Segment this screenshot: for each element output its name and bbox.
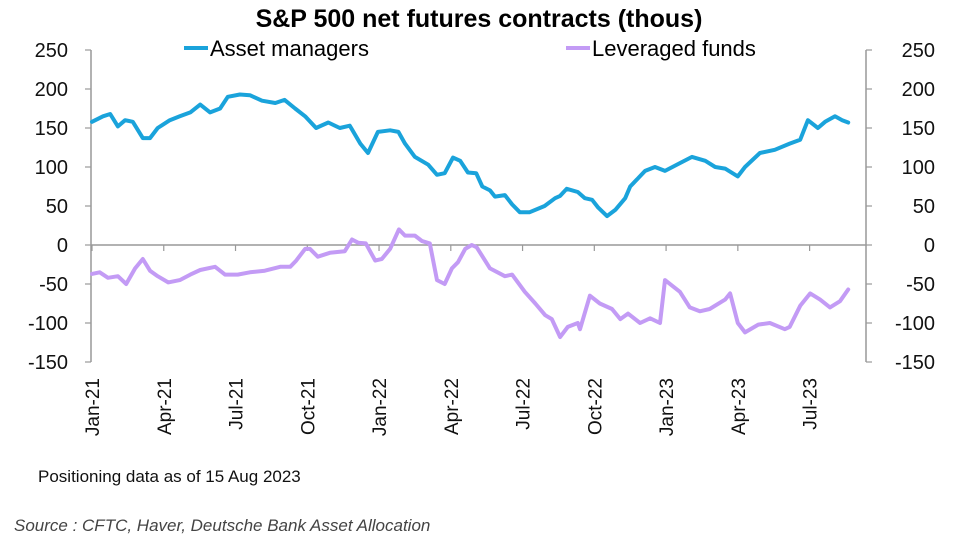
y-tick-label-right: 50 <box>913 196 935 218</box>
legend: Asset managers Leveraged funds <box>184 36 756 61</box>
y-tick-label-left: 250 <box>35 40 68 62</box>
y-tick-label-right: 100 <box>902 157 935 179</box>
y-tick-label-left: 200 <box>35 79 68 101</box>
x-tick-label: Jan-23 <box>657 378 678 436</box>
y-tick-label-left: -100 <box>28 313 68 335</box>
y-tick-label-left: 0 <box>57 235 68 257</box>
legend-label: Asset managers <box>210 36 369 61</box>
y-tick-label-left: -50 <box>39 274 68 296</box>
x-tick-label: Apr-21 <box>155 378 176 435</box>
y-tick-label-left: 50 <box>46 196 68 218</box>
y-tick-label-right: 0 <box>924 235 935 257</box>
y-tick-label-left: 100 <box>35 157 68 179</box>
y-tick-label-left: -150 <box>28 352 68 374</box>
y-tick-label-right: 150 <box>902 118 935 140</box>
series-group <box>90 92 851 339</box>
x-tick-label: Jul-23 <box>801 378 822 430</box>
series-line-leveraged-funds <box>90 227 851 339</box>
x-tick-label: Oct-21 <box>298 378 319 435</box>
y-tick-label-right: -150 <box>895 352 935 374</box>
x-tick-label: Apr-22 <box>442 378 463 435</box>
y-tick-label-right: -50 <box>906 274 935 296</box>
source-note: Source : CFTC, Haver, Deutsche Bank Asse… <box>14 516 431 535</box>
chart-title: S&P 500 net futures contracts (thous) <box>256 5 703 33</box>
y-tick-label-right: 200 <box>902 79 935 101</box>
legend-label: Leveraged funds <box>592 36 756 61</box>
x-tick-label: Oct-22 <box>585 378 606 435</box>
x-tick-label: Jan-21 <box>83 378 104 436</box>
x-tick-label: Jan-22 <box>370 378 391 436</box>
y-tick-label-right: -100 <box>895 313 935 335</box>
x-tick-label: Apr-23 <box>729 378 750 435</box>
series-line-asset-managers <box>90 92 851 219</box>
y-tick-label-right: 250 <box>902 40 935 62</box>
footnote: Positioning data as of 15 Aug 2023 <box>38 467 301 486</box>
y-tick-label-left: 150 <box>35 118 68 140</box>
x-tick-label: Jul-21 <box>227 378 248 430</box>
x-tick-label: Jul-22 <box>514 378 535 430</box>
axes: 250 200 150 100 50 0 -50 -100 -150 250 200 150 100 50… <box>28 40 935 436</box>
